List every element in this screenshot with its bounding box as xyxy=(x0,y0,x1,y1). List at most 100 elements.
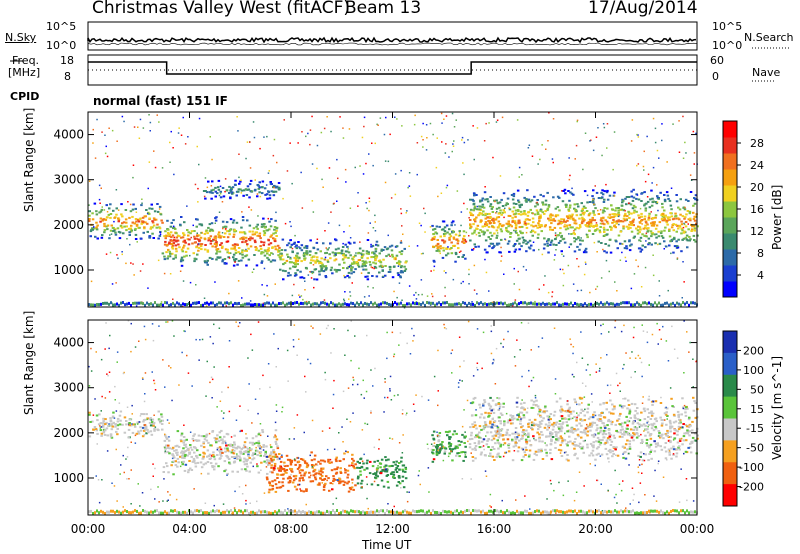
data-cell xyxy=(619,230,622,233)
data-cell xyxy=(247,258,251,261)
ground-scatter-cell xyxy=(352,302,354,306)
data-cell xyxy=(294,257,298,260)
ground-scatter-cell xyxy=(344,302,346,306)
data-cell xyxy=(444,232,447,235)
scatter-cell xyxy=(385,116,387,119)
data-cell xyxy=(546,244,549,247)
data-cell xyxy=(300,489,303,492)
scatter-cell xyxy=(409,195,412,197)
scatter-cell xyxy=(454,224,456,226)
colorbar-tick-label: 12 xyxy=(750,225,764,238)
data-cell xyxy=(335,270,338,273)
data-cell xyxy=(112,230,115,233)
data-cell xyxy=(647,218,650,221)
ground-scatter-cell xyxy=(122,301,124,305)
data-cell xyxy=(630,224,634,226)
scatter-cell xyxy=(324,256,327,259)
ground-scatter-cell xyxy=(370,301,372,305)
data-cell xyxy=(299,270,302,273)
data-cell xyxy=(650,222,653,225)
data-cell xyxy=(533,195,536,198)
data-cell xyxy=(608,213,612,216)
data-cell xyxy=(443,240,447,243)
data-cell xyxy=(519,411,522,414)
data-cell xyxy=(253,239,257,242)
data-cell xyxy=(343,481,347,484)
data-cell xyxy=(225,454,228,457)
data-cell xyxy=(224,469,228,472)
ground-scatter-cell xyxy=(636,301,638,305)
data-cell xyxy=(217,188,221,191)
data-cell xyxy=(538,220,541,222)
data-cell xyxy=(237,445,240,448)
data-cell xyxy=(318,482,321,485)
data-cell xyxy=(446,252,450,255)
data-cell xyxy=(514,243,517,245)
data-cell xyxy=(568,435,571,438)
data-cell xyxy=(336,269,340,272)
scatter-cell xyxy=(420,224,422,227)
data-cell xyxy=(252,452,255,455)
data-cell xyxy=(176,451,179,454)
data-cell xyxy=(242,460,246,463)
data-cell xyxy=(514,229,518,232)
data-cell xyxy=(692,204,695,207)
ground-scatter-cell xyxy=(562,302,564,306)
data-cell xyxy=(176,234,180,237)
scatter-cell xyxy=(291,182,293,185)
scatter-cell xyxy=(291,247,294,250)
data-cell xyxy=(573,237,576,240)
colorbar-tick-label: 16 xyxy=(750,203,764,216)
data-cell xyxy=(289,463,293,466)
nave-label: Nave xyxy=(752,66,781,79)
scatter-cell xyxy=(580,289,583,292)
scatter-cell xyxy=(500,255,503,257)
data-cell xyxy=(529,231,533,234)
scatter-cell xyxy=(415,291,417,294)
data-cell xyxy=(480,413,483,416)
noise-right-tick-high: 10^5 xyxy=(712,20,743,33)
scatter-cell xyxy=(683,223,686,226)
data-cell xyxy=(623,214,627,217)
data-cell xyxy=(652,217,655,219)
data-cell xyxy=(227,458,231,460)
data-cell xyxy=(498,405,502,408)
data-cell xyxy=(210,228,214,231)
data-cell xyxy=(471,459,475,462)
data-cell xyxy=(504,204,508,207)
data-cell xyxy=(148,207,151,210)
data-cell xyxy=(606,228,609,231)
ground-scatter-cell xyxy=(558,303,560,307)
data-cell xyxy=(216,256,219,259)
scatter-cell xyxy=(159,231,161,234)
ground-scatter-cell xyxy=(346,303,348,307)
data-cell xyxy=(468,438,472,441)
data-cell xyxy=(229,197,232,200)
data-cell xyxy=(352,262,355,265)
colorbar-swatch xyxy=(723,153,737,170)
scatter-cell xyxy=(408,185,411,187)
data-cell xyxy=(186,447,190,450)
data-cell xyxy=(322,242,325,245)
data-cell xyxy=(499,412,503,415)
data-cell xyxy=(684,411,687,414)
data-cell xyxy=(455,238,458,241)
data-cell xyxy=(593,421,597,424)
data-cell xyxy=(304,471,308,474)
scatter-cell xyxy=(129,203,132,206)
scatter-cell xyxy=(251,271,254,273)
data-cell xyxy=(391,255,394,258)
ground-scatter-cell xyxy=(310,303,312,307)
data-cell xyxy=(685,406,688,409)
data-cell xyxy=(528,418,531,421)
data-cell xyxy=(236,263,239,266)
data-cell xyxy=(354,262,358,265)
data-cell xyxy=(544,423,548,426)
data-cell xyxy=(326,248,329,251)
data-cell xyxy=(639,228,642,231)
data-cell xyxy=(577,205,580,208)
data-cell xyxy=(262,244,265,247)
data-cell xyxy=(167,242,171,245)
data-cell xyxy=(272,451,276,454)
data-cell xyxy=(445,224,449,227)
